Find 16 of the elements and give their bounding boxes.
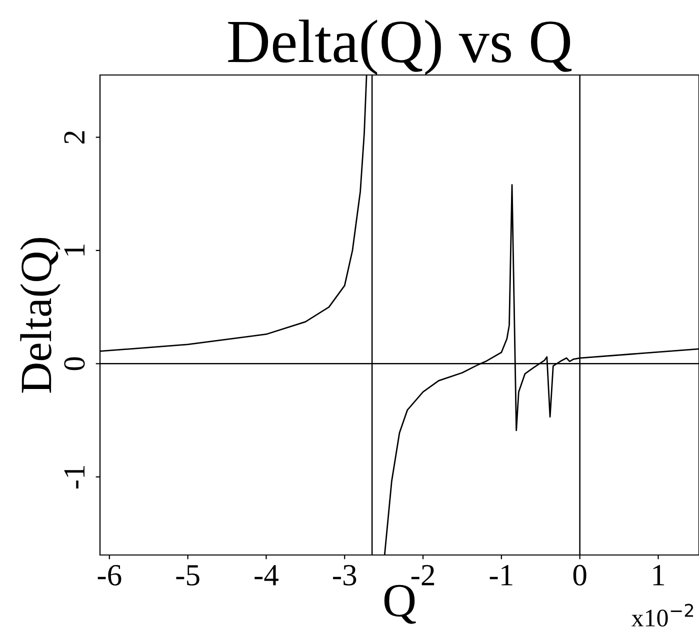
y-tick-label: 2 [64, 131, 84, 144]
y-axis-title: Delta(Q) [20, 238, 60, 393]
x-tick-label: 0 [573, 564, 586, 586]
y-tick-label: 0 [64, 357, 85, 370]
x-tick-label: -3 [333, 564, 356, 586]
x-tick-label: -1 [490, 565, 512, 586]
x-axis-title: Q [384, 584, 416, 624]
x-tick-label: 1 [653, 565, 664, 586]
x-tick-label: -2 [411, 564, 434, 586]
text: x10$^{−2}$ [631, 604, 694, 627]
chart-title: Delta(Q) vs Q [228, 20, 572, 75]
x-tick-label: -6 [98, 564, 122, 586]
y-tick-label: 1 [64, 244, 84, 256]
x-tick-label: -4 [254, 565, 278, 586]
y-tick-label: -1 [64, 466, 84, 488]
x-tick-label: -5 [176, 565, 200, 586]
